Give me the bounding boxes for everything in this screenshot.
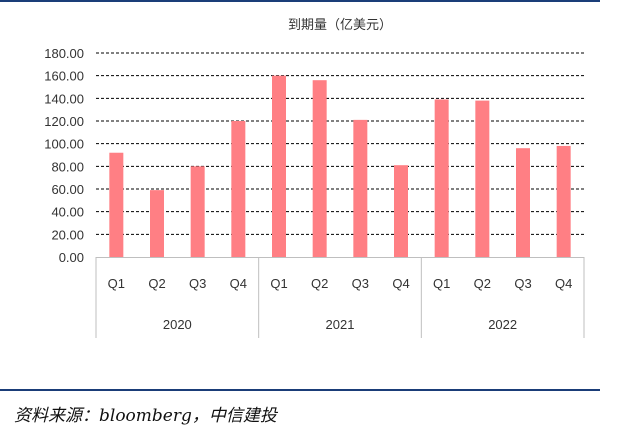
x-tick-label: Q4 [555,276,572,291]
x-tick-label: Q4 [392,276,409,291]
group-label: 2021 [326,317,355,332]
y-tick-label: 60.00 [51,182,84,197]
bar [475,100,490,257]
x-tick-label: Q4 [230,276,247,291]
bar [516,148,530,257]
y-tick-label: 20.00 [51,227,84,242]
group-label: 2022 [488,317,517,332]
x-tick-label: Q3 [514,276,531,291]
chart-title: 到期量（亿美元） [288,18,392,33]
bar [109,152,124,257]
x-tick-label: Q1 [433,276,450,291]
y-tick-label: 0.00 [59,250,84,265]
x-tick-label: Q3 [352,276,369,291]
bar [231,121,246,257]
y-tick-label: 160.00 [44,69,84,84]
group-label: 2020 [163,317,192,332]
bar [312,80,327,257]
bottom-rule [0,389,600,391]
top-rule [0,0,600,2]
x-tick-label: Q2 [474,276,491,291]
bar [434,99,449,257]
y-tick-label: 140.00 [44,91,84,106]
x-tick-label: Q1 [108,276,125,291]
y-tick-label: 80.00 [51,159,84,174]
y-tick-label: 120.00 [44,114,84,129]
bar-chart: 到期量（亿美元） 0.00 20.00 40.00 60.00 80.00 100.00 12… [44,18,585,338]
source-note: 资料来源：bloomberg，中信建投 [14,406,277,426]
bar [394,165,408,257]
x-tick-label: Q1 [270,276,287,291]
y-tick-label: 40.00 [51,205,84,220]
bar [272,75,286,258]
bar [150,190,164,257]
x-tick-label: Q2 [148,276,165,291]
x-tick-label: Q3 [189,276,206,291]
y-tick-label: 180.00 [44,46,84,61]
bar [190,166,205,257]
bar [353,119,368,257]
y-tick-label: 100.00 [44,137,84,152]
bar [556,145,571,257]
x-tick-label: Q2 [311,276,328,291]
